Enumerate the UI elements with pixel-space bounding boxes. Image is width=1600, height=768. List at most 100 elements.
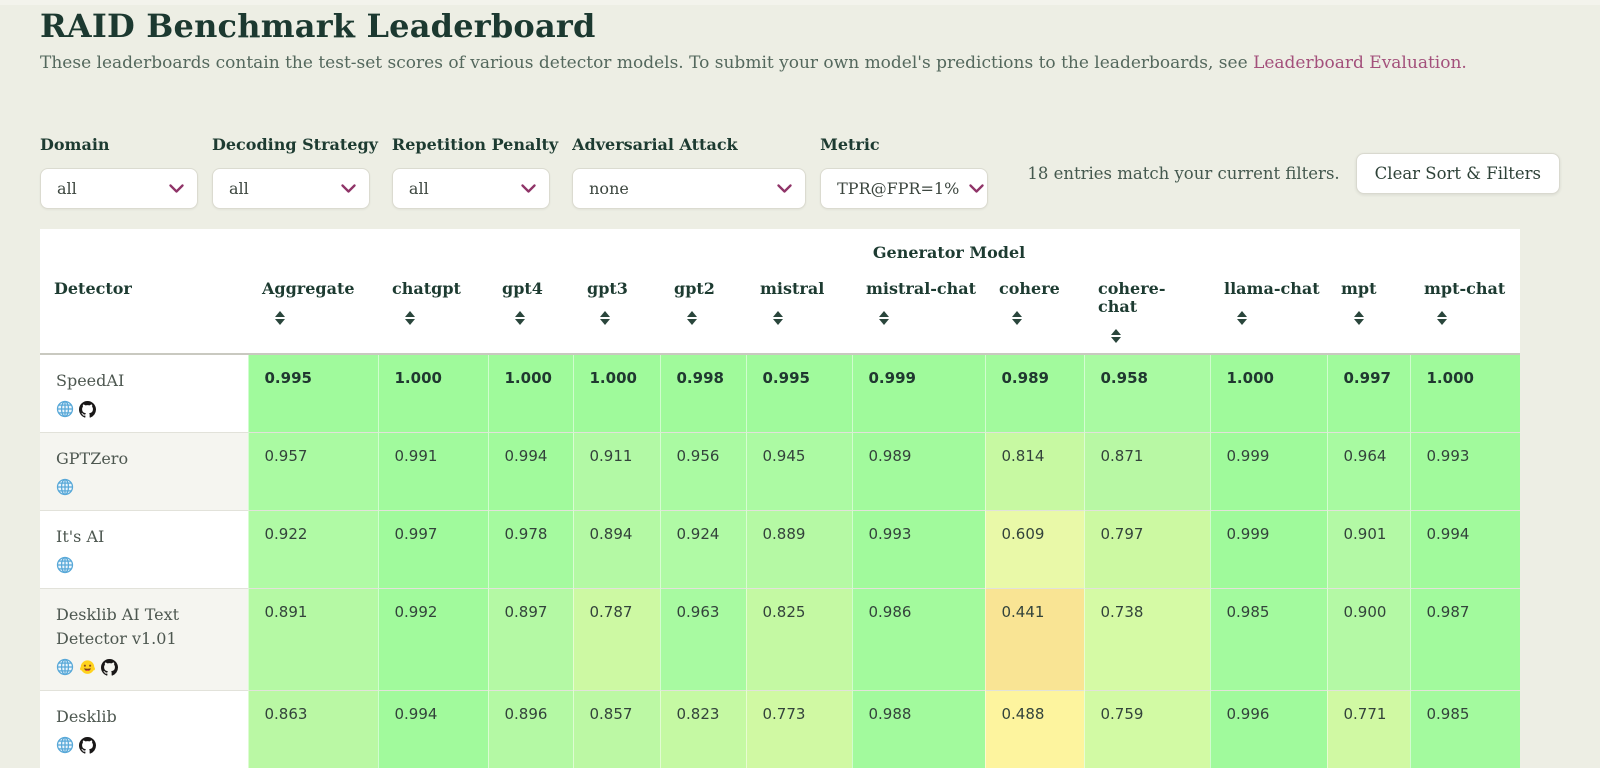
sort-button[interactable] [600, 311, 610, 325]
sort-desc-icon [1111, 337, 1121, 343]
score-cell: 0.994 [1410, 511, 1520, 589]
score-cell: 0.814 [985, 433, 1084, 511]
score-cell: 0.991 [378, 433, 488, 511]
score-cell: 0.994 [488, 433, 573, 511]
sort-button[interactable] [773, 311, 783, 325]
score-cell: 0.901 [1327, 511, 1410, 589]
sort-button[interactable] [1437, 311, 1447, 325]
score-cell: 0.997 [1327, 354, 1410, 433]
adversarial-attack-dropdown[interactable]: none [572, 168, 806, 209]
detector-cell: SpeedAI [40, 354, 248, 433]
detector-cell: It's AI [40, 511, 248, 589]
sort-asc-icon [1237, 311, 1247, 317]
sort-button[interactable] [879, 311, 889, 325]
score-cell: 0.988 [852, 691, 985, 768]
score-cell: 0.996 [1210, 691, 1327, 768]
huggingface-icon[interactable] [79, 659, 96, 676]
score-cell: 0.985 [1210, 589, 1327, 691]
filters-row: Domain all Decoding Strategy all Repetit… [40, 135, 1560, 209]
sort-button[interactable] [405, 311, 415, 325]
sort-button[interactable] [1237, 311, 1247, 325]
detector-name: GPTZero [56, 447, 238, 471]
score-cell: 0.993 [1410, 433, 1520, 511]
github-icon[interactable] [79, 401, 96, 418]
column-header-detector: Detector [40, 264, 248, 354]
sort-asc-icon [687, 311, 697, 317]
dropdown-value: all [229, 179, 249, 198]
website-icon[interactable] [56, 400, 74, 418]
sort-button[interactable] [1354, 311, 1364, 325]
score-cell: 0.773 [746, 691, 852, 768]
column-header-label: gpt2 [674, 280, 740, 298]
filter-label: Decoding Strategy [212, 135, 378, 154]
website-icon[interactable] [56, 658, 74, 676]
domain-dropdown[interactable]: all [40, 168, 198, 209]
sort-asc-icon [515, 311, 525, 317]
website-icon[interactable] [56, 478, 74, 496]
score-cell: 1.000 [1410, 354, 1520, 433]
metric-dropdown[interactable]: TPR@FPR=1% [820, 168, 988, 209]
dropdown-value: all [57, 179, 77, 198]
entries-count-text: 18 entries match your current filters. [1027, 164, 1339, 183]
github-icon[interactable] [79, 737, 96, 754]
sort-desc-icon [1354, 319, 1364, 325]
sort-asc-icon [879, 311, 889, 317]
leaderboard-evaluation-link[interactable]: Leaderboard Evaluation. [1253, 53, 1467, 73]
sort-desc-icon [1012, 319, 1022, 325]
score-cell: 0.900 [1327, 589, 1410, 691]
sort-button[interactable] [1111, 329, 1121, 343]
score-cell: 0.997 [378, 511, 488, 589]
sort-asc-icon [1012, 311, 1022, 317]
score-cell: 0.897 [488, 589, 573, 691]
score-cell: 0.945 [746, 433, 852, 511]
score-cell: 1.000 [488, 354, 573, 433]
website-icon[interactable] [56, 736, 74, 754]
sort-desc-icon [600, 319, 610, 325]
repetition-penalty-dropdown[interactable]: all [392, 168, 550, 209]
sort-asc-icon [1437, 311, 1447, 317]
detector-name: It's AI [56, 525, 238, 549]
column-header-label: cohere [999, 280, 1078, 298]
column-header-gpt3: gpt3 [573, 264, 660, 354]
column-header-label: chatgpt [392, 280, 482, 298]
sort-button[interactable] [1012, 311, 1022, 325]
detector-links [56, 556, 238, 574]
filter-decoding-strategy: Decoding Strategy all [212, 135, 378, 209]
sort-asc-icon [1354, 311, 1364, 317]
sort-button[interactable] [275, 311, 285, 325]
score-cell: 1.000 [1210, 354, 1327, 433]
website-icon[interactable] [56, 556, 74, 574]
page-subtitle: These leaderboards contain the test-set … [40, 53, 1560, 73]
column-header-label: gpt3 [587, 280, 654, 298]
chevron-down-icon [777, 184, 792, 194]
page-title: RAID Benchmark Leaderboard [40, 7, 1560, 45]
score-cell: 0.922 [248, 511, 378, 589]
sort-asc-icon [275, 311, 285, 317]
score-cell: 0.894 [573, 511, 660, 589]
decoding-strategy-dropdown[interactable]: all [212, 168, 370, 209]
score-cell: 0.999 [1210, 433, 1327, 511]
detector-links [56, 478, 238, 496]
filter-label: Adversarial Attack [572, 135, 806, 154]
score-cell: 0.999 [852, 354, 985, 433]
column-header-label: Aggregate [262, 280, 372, 298]
column-header-label: cohere-chat [1098, 280, 1204, 316]
subtitle-text: These leaderboards contain the test-set … [40, 53, 1248, 73]
clear-sort-filters-button[interactable]: Clear Sort & Filters [1356, 153, 1560, 194]
sort-asc-icon [773, 311, 783, 317]
sort-button[interactable] [515, 311, 525, 325]
score-cell: 0.998 [660, 354, 746, 433]
sort-button[interactable] [687, 311, 697, 325]
column-header-gpt4: gpt4 [488, 264, 573, 354]
score-cell: 0.771 [1327, 691, 1410, 768]
score-cell: 0.989 [985, 354, 1084, 433]
score-cell: 0.488 [985, 691, 1084, 768]
sort-asc-icon [1111, 329, 1121, 335]
github-icon[interactable] [101, 659, 118, 676]
filter-metric: Metric TPR@FPR=1% [820, 135, 988, 209]
score-cell: 0.957 [248, 433, 378, 511]
